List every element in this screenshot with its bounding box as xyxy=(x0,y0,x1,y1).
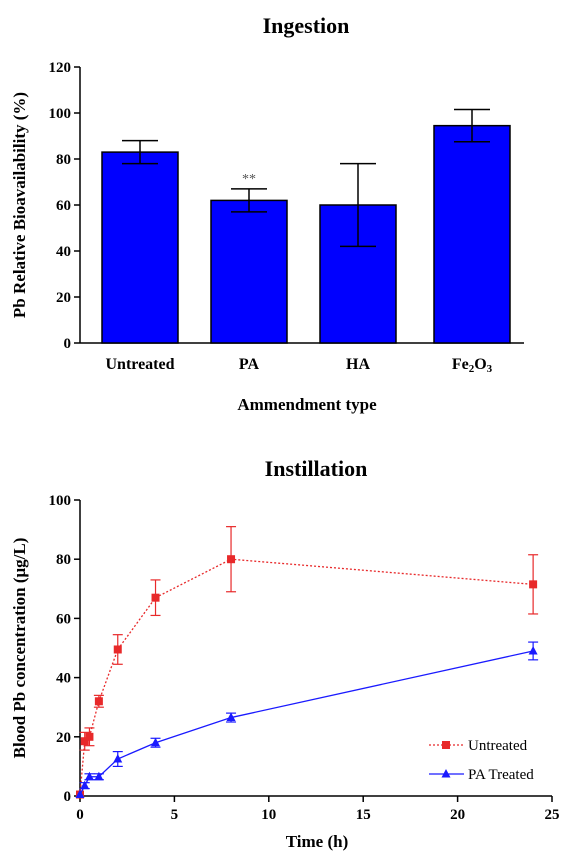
instillation-y-tick-label: 100 xyxy=(49,493,72,509)
instillation-y-tick-label: 20 xyxy=(56,730,71,746)
data-point xyxy=(529,580,538,589)
instillation-y-axis-label: Blood Pb concentration (μg/L) xyxy=(10,538,29,759)
bar-fe2o3 xyxy=(433,124,511,344)
legend-marker xyxy=(441,769,451,778)
ingestion-bars: ** xyxy=(101,108,511,344)
data-point xyxy=(227,555,236,564)
data-point xyxy=(113,754,123,763)
ingestion-x-axis: Untreated PA HA Fe2O3 xyxy=(105,356,492,375)
data-point xyxy=(94,697,103,706)
instillation-y-tick-label: 60 xyxy=(56,611,71,627)
instillation-y-tick-label: 0 xyxy=(64,789,72,805)
ingestion-y-axis-label: Pb Relative Bioavailability (%) xyxy=(10,92,29,318)
series-pa-treated xyxy=(75,641,539,799)
bar-pa xyxy=(210,199,288,344)
series-untreated xyxy=(76,526,539,799)
ingestion-title: Ingestion xyxy=(263,13,350,38)
ingestion-y-tick-label: 20 xyxy=(56,290,71,306)
category-label: HA xyxy=(346,356,370,373)
ingestion-x-axis-label: Ammendment type xyxy=(237,395,377,414)
category-label: Fe2O3 xyxy=(452,356,493,375)
ingestion-y-tick-label: 80 xyxy=(56,152,71,168)
instillation-x-tick-label: 5 xyxy=(171,807,179,823)
legend-label: PA Treated xyxy=(468,767,534,783)
instillation-x-tick-label: 15 xyxy=(356,807,371,823)
category-label: PA xyxy=(239,356,260,373)
data-point xyxy=(84,771,94,781)
data-point xyxy=(80,737,89,746)
instillation-x-axis-label: Time (h) xyxy=(286,832,349,851)
ingestion-y-tick-label: 100 xyxy=(49,106,72,122)
ingestion-chart: Ingestion 0 20 40 60 80 100 120 ** Untreated PA… xyxy=(10,13,524,414)
legend-label: Untreated xyxy=(468,738,528,754)
bar-untreated xyxy=(101,151,179,344)
data-point xyxy=(528,645,538,655)
instillation-y-tick-label: 80 xyxy=(56,552,71,568)
series-line xyxy=(79,650,534,795)
ingestion-y-tick-label: 60 xyxy=(56,198,71,214)
data-point xyxy=(75,789,85,799)
data-point xyxy=(94,771,104,781)
instillation-title: Instillation xyxy=(265,456,368,481)
instillation-x-tick-label: 20 xyxy=(450,807,465,823)
instillation-series xyxy=(75,526,539,799)
instillation-axes: 0 20 40 60 80 100 0 5 10 15 20 25 xyxy=(49,493,560,823)
significance-marker: ** xyxy=(242,172,256,187)
series-line xyxy=(79,558,534,795)
instillation-legend: Untreated PA Treated xyxy=(429,738,534,783)
data-point xyxy=(151,737,161,747)
instillation-x-tick-label: 10 xyxy=(261,807,276,823)
data-point xyxy=(80,780,90,790)
data-point xyxy=(85,732,94,741)
instillation-x-tick-label: 25 xyxy=(545,807,560,823)
instillation-y-tick-label: 40 xyxy=(56,671,71,687)
ingestion-y-tick-label: 120 xyxy=(49,60,72,76)
instillation-chart: Instillation 0 20 40 60 80 100 0 5 10 15 20 25 Time… xyxy=(10,456,560,851)
data-point xyxy=(226,712,236,722)
category-label: Untreated xyxy=(105,356,174,373)
legend-marker xyxy=(442,741,450,749)
ingestion-y-tick-label: 40 xyxy=(56,244,71,260)
instillation-x-tick-label: 0 xyxy=(76,807,84,823)
data-point xyxy=(151,593,160,602)
data-point xyxy=(113,645,122,654)
ingestion-y-tick-label: 0 xyxy=(64,336,72,352)
